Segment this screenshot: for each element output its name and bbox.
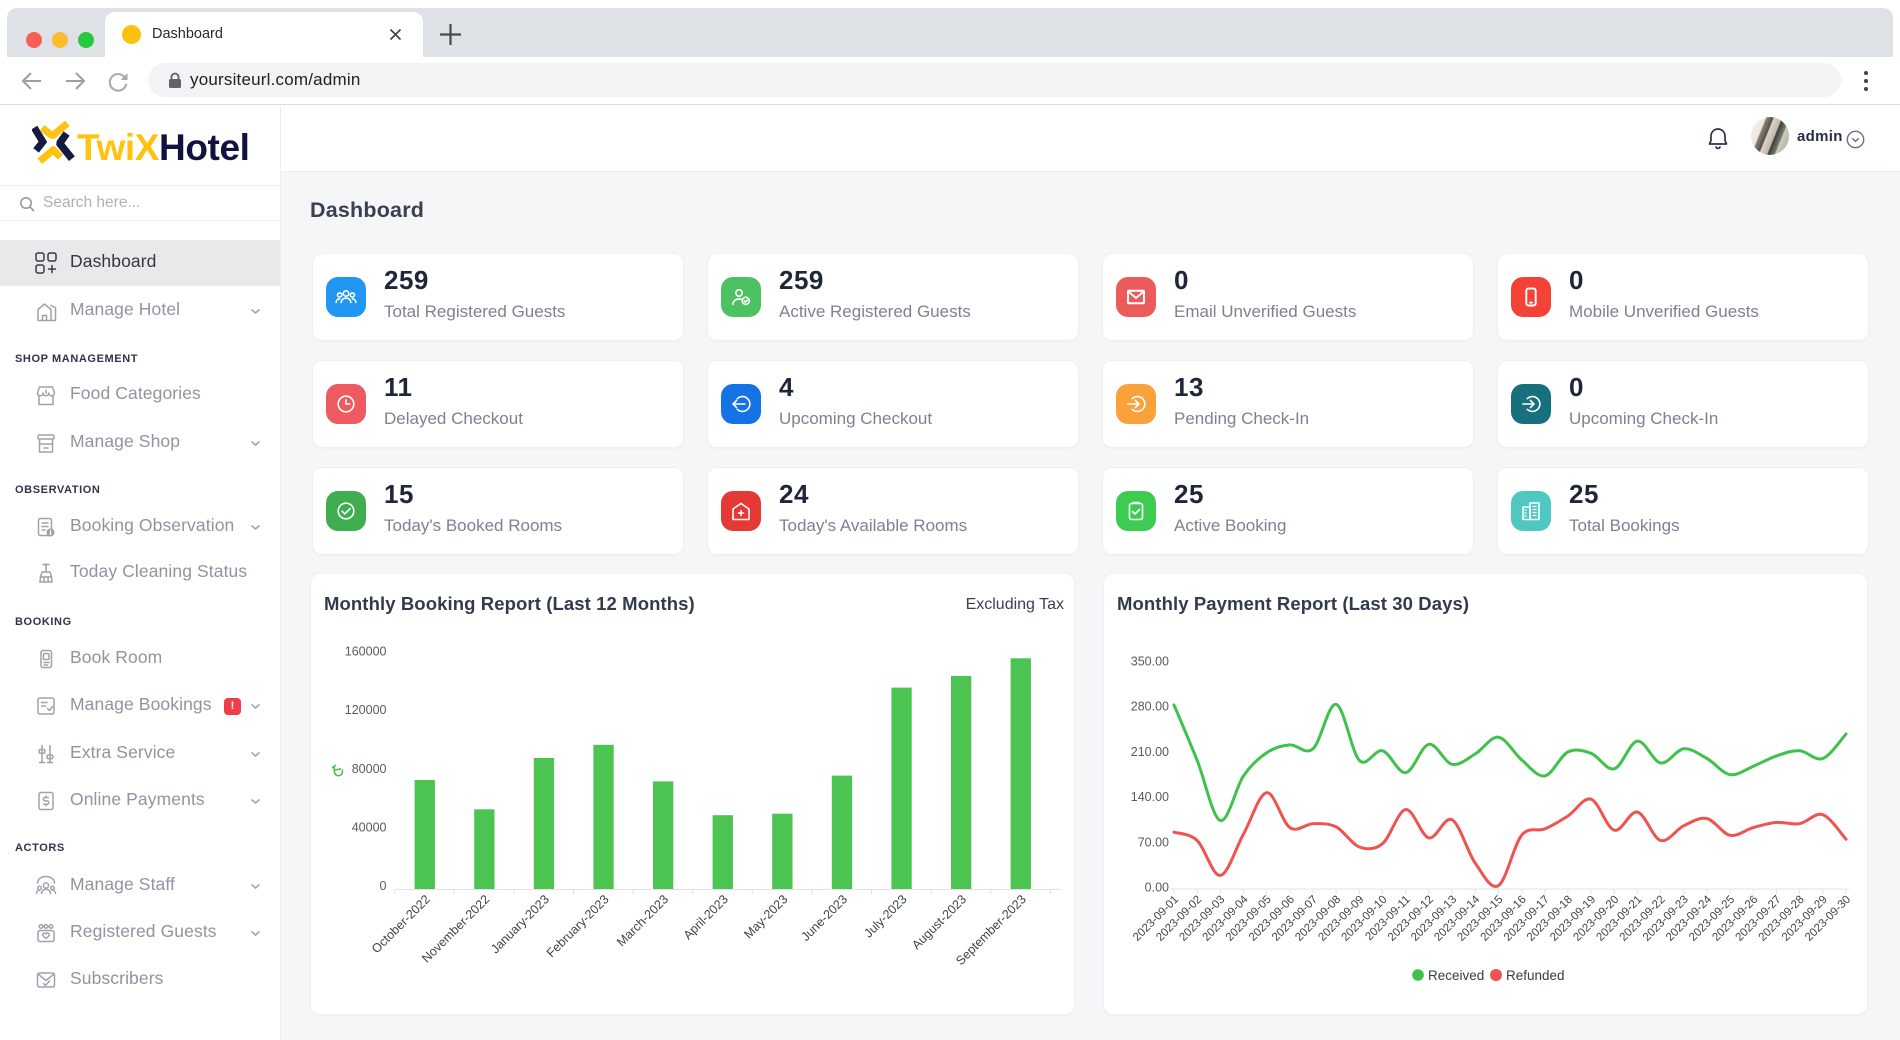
svg-text:May-2023: May-2023 [741, 892, 790, 941]
svg-text:280.00: 280.00 [1131, 700, 1169, 714]
svg-text:Received: Received [1428, 968, 1484, 983]
svg-text:August-2023: August-2023 [909, 892, 969, 952]
svg-text:40000: 40000 [352, 820, 387, 834]
svg-text:January-2023: January-2023 [488, 892, 552, 956]
svg-text:March-2023: March-2023 [614, 892, 671, 949]
svg-text:July-2023: July-2023 [861, 892, 909, 940]
svg-text:June-2023: June-2023 [798, 892, 850, 944]
svg-text:80000: 80000 [352, 762, 387, 776]
svg-text:October-2022: October-2022 [369, 892, 433, 956]
svg-text:120000: 120000 [345, 703, 387, 717]
svg-text:Refunded: Refunded [1506, 968, 1565, 983]
svg-text:0: 0 [380, 879, 387, 893]
svg-text:350.00: 350.00 [1131, 655, 1169, 669]
svg-text:140.00: 140.00 [1131, 790, 1169, 804]
svg-text:210.00: 210.00 [1131, 745, 1169, 759]
svg-text:April-2023: April-2023 [681, 892, 731, 942]
svg-text:0.00: 0.00 [1145, 881, 1169, 895]
svg-text:February-2023: February-2023 [544, 892, 612, 960]
svg-text:70.00: 70.00 [1138, 835, 1169, 849]
svg-text:160000: 160000 [345, 645, 387, 659]
